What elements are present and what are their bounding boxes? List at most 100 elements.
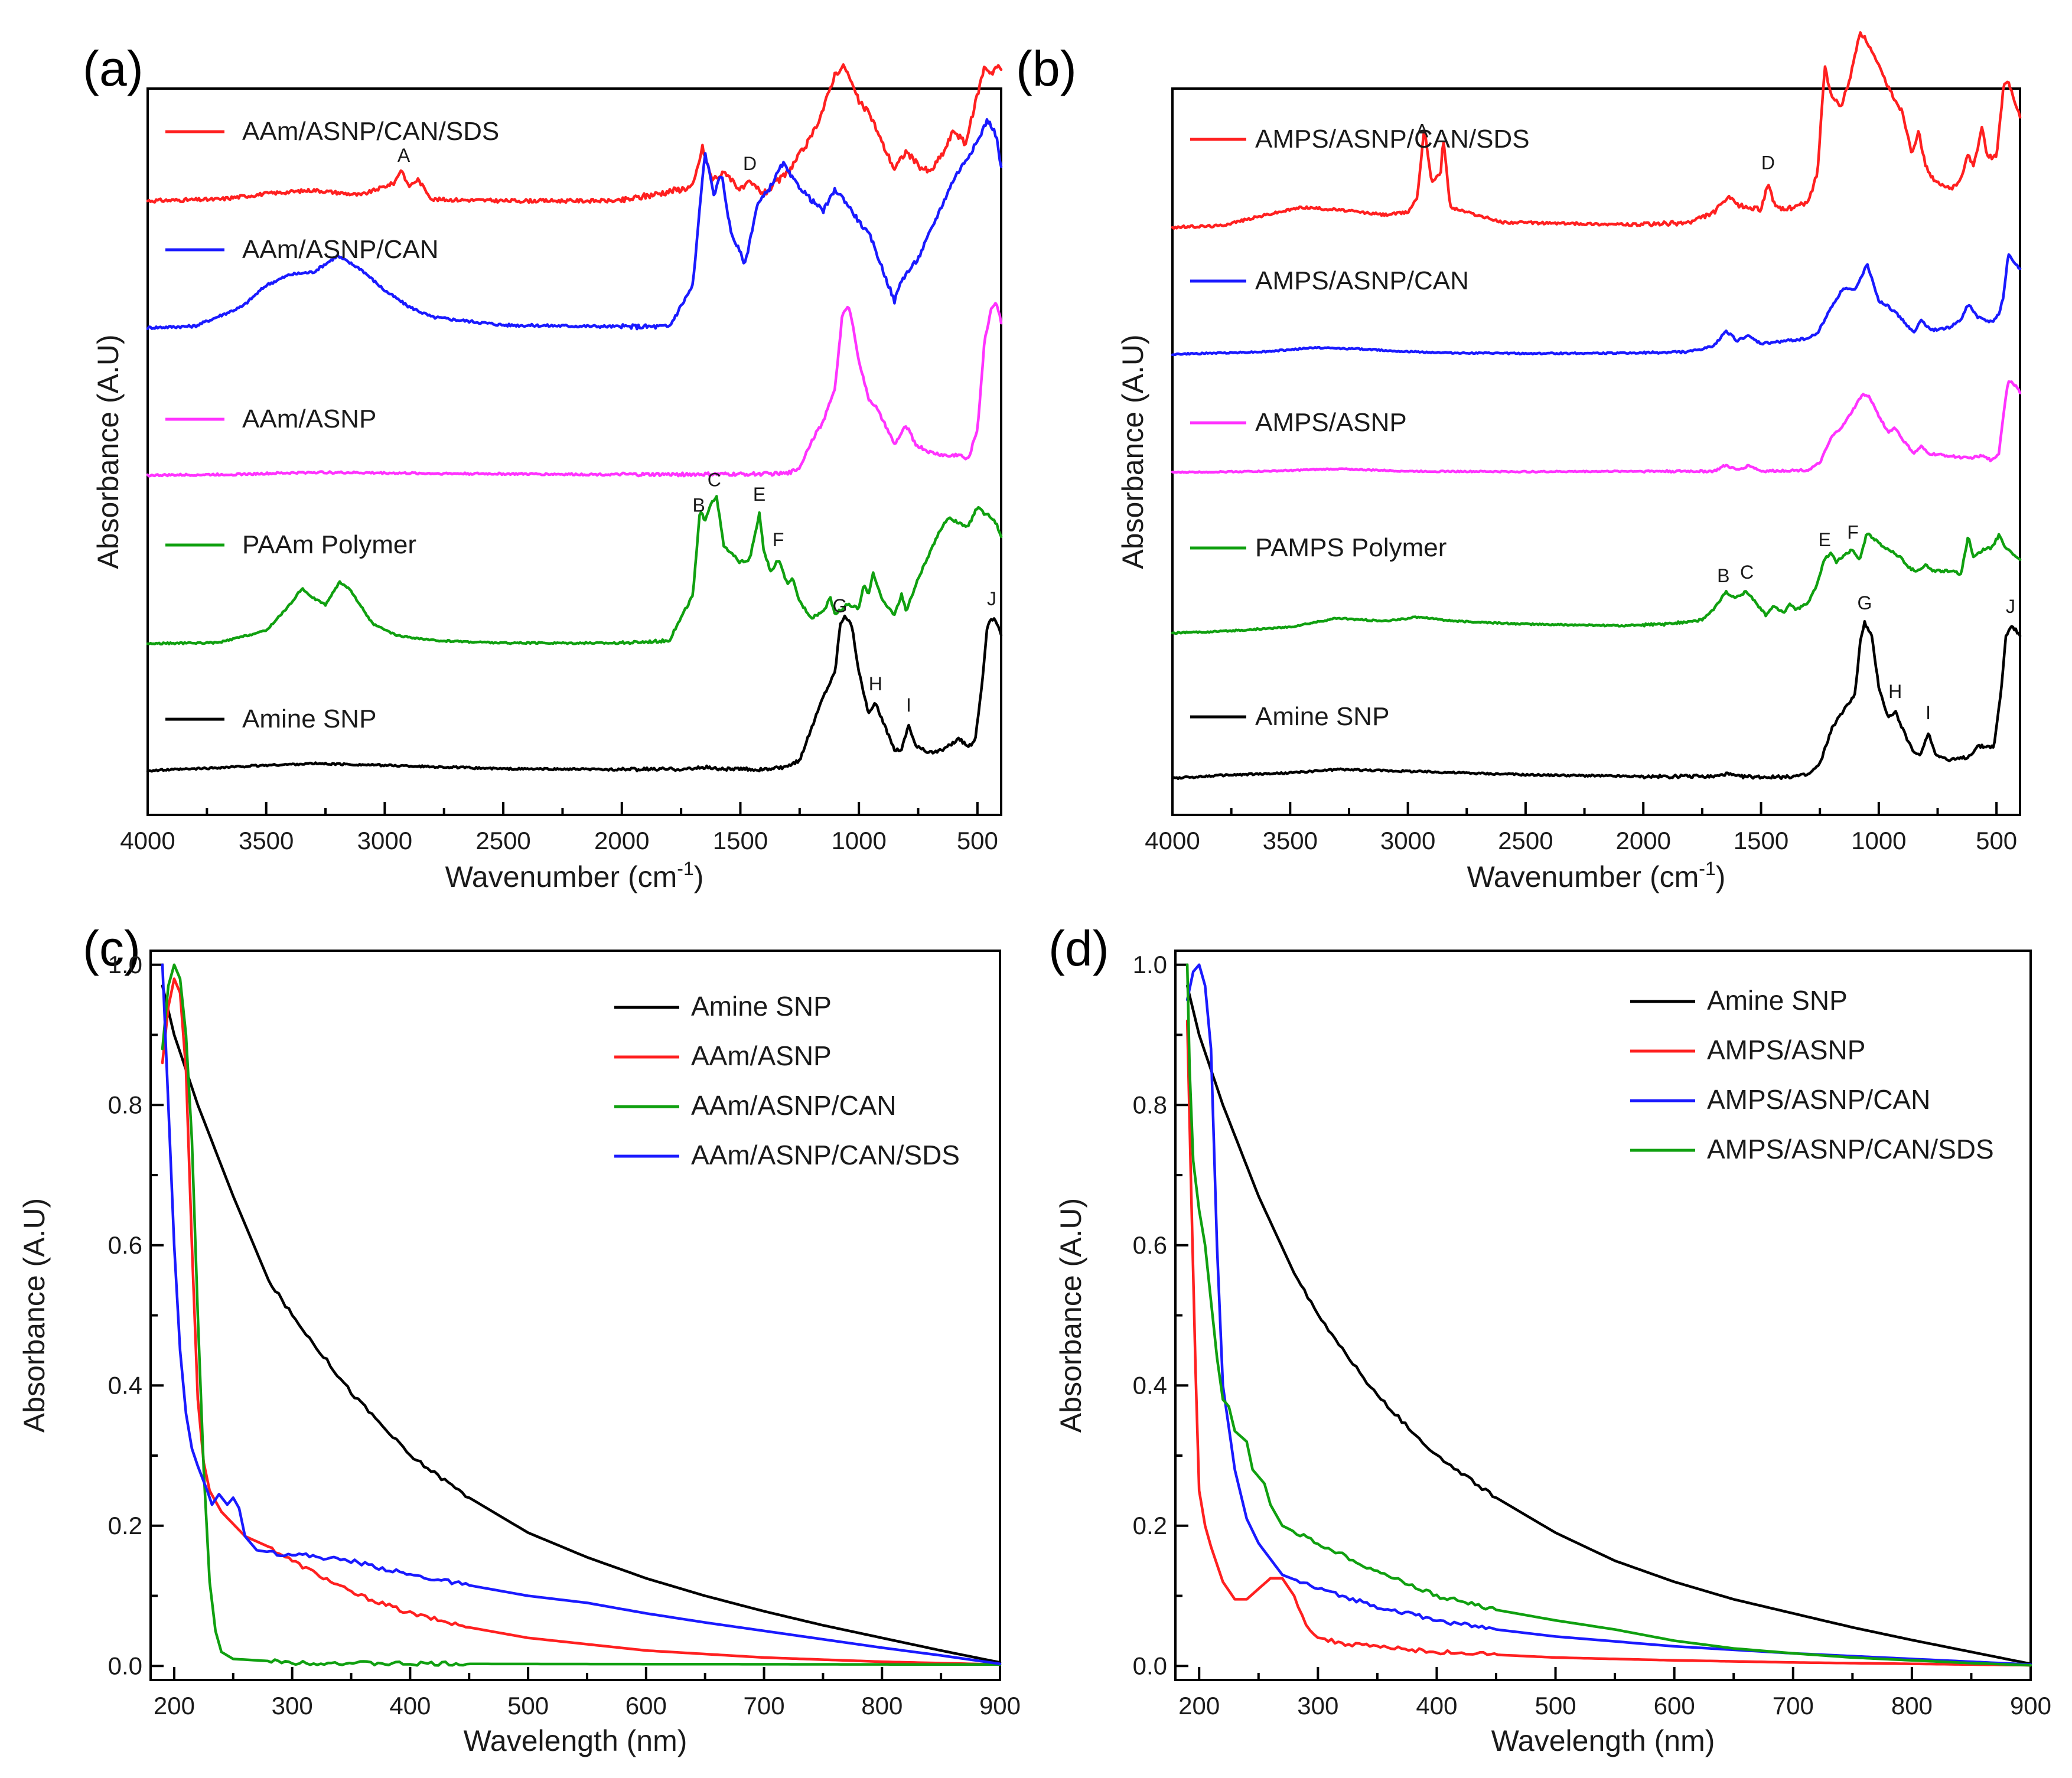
x-tick-label: 1000 (1851, 827, 1906, 854)
x-tick-label: 1500 (713, 827, 768, 854)
x-tick-label: 3500 (1263, 827, 1318, 854)
series-label: AAm/ASNP/CAN/SDS (242, 117, 499, 146)
panel-label: (a) (83, 41, 144, 96)
peak-label: C (1740, 562, 1754, 583)
x-tick-label: 500 (957, 827, 998, 854)
x-axis-title-sup: -1 (677, 858, 693, 879)
legend-entry: Amine SNP (1707, 985, 1848, 1016)
x-tick-label: 500 (507, 1692, 549, 1720)
plot-frame (149, 950, 1001, 1681)
peak-label: D (743, 153, 757, 174)
series-line (146, 302, 1003, 478)
series-line (1185, 963, 2032, 1666)
x-tick-label: 300 (272, 1692, 313, 1720)
x-tick-label: 600 (625, 1692, 667, 1720)
y-tick-label: 1.0 (1133, 951, 1167, 978)
series-line (161, 977, 1002, 1666)
peak-label: A (398, 145, 411, 166)
x-tick-label: 2000 (1616, 827, 1671, 854)
y-tick-label: 0.8 (108, 1091, 142, 1118)
plot-frame (1171, 87, 2021, 816)
y-axis-title: Absorbance (A.U) (92, 334, 125, 569)
x-tick-label: 300 (1297, 1692, 1338, 1720)
y-tick-label: 0.4 (1133, 1371, 1167, 1399)
peak-label: B (693, 494, 705, 516)
y-tick-label: 0.2 (108, 1512, 142, 1539)
y-tick-label: 0.8 (1133, 1091, 1167, 1118)
x-tick-label: 900 (2010, 1692, 2051, 1720)
x-axis-title: Wavelength (nm) (1491, 1724, 1715, 1757)
x-tick-label: 2000 (594, 827, 649, 854)
series-line (146, 63, 1003, 204)
peak-label: I (906, 694, 911, 716)
y-tick-label: 0.2 (1133, 1512, 1167, 1539)
panel-label: (d) (1048, 921, 1109, 976)
x-tick-label: 200 (1178, 1692, 1220, 1720)
y-axis-title: Absorbance (A.U) (1116, 334, 1149, 569)
peak-label: G (1857, 592, 1872, 614)
x-axis-title-end: ) (694, 860, 704, 893)
series-label: AAm/ASNP/CAN (242, 235, 439, 264)
legend-entry: Amine SNP (691, 991, 832, 1022)
legend-entry: AAm/ASNP/CAN/SDS (691, 1140, 960, 1170)
y-tick-label: 0.0 (108, 1652, 142, 1679)
series-line (1171, 380, 2022, 474)
series-line (1171, 619, 2022, 781)
series-label: PAAm Polymer (242, 530, 416, 559)
peak-label: H (869, 673, 882, 694)
series-line (1185, 1019, 2032, 1667)
panel-b: (b) 4000 3500 3000 2500 2000 1500 1000 500 Wavenu… (1016, 31, 2022, 893)
x-tick-label: 2500 (1498, 827, 1553, 854)
peak-label: J (987, 588, 996, 609)
x-tick-label: 900 (979, 1692, 1021, 1720)
peak-label: B (1717, 565, 1729, 586)
series-label: AMPS/ASNP/CAN/SDS (1255, 125, 1530, 154)
peak-label: A (1416, 120, 1429, 142)
legend-entry: AMPS/ASNP (1707, 1035, 1865, 1065)
x-axis-title: Wavelength (nm) (464, 1724, 688, 1757)
x-tick-label: 700 (744, 1692, 785, 1720)
x-tick-label: 4000 (120, 827, 175, 854)
peak-label: G (833, 595, 848, 616)
x-tick-label: 400 (389, 1692, 431, 1720)
x-axis-title-sup: -1 (1699, 858, 1715, 879)
legend-entry: AMPS/ASNP/CAN (1707, 1084, 1930, 1115)
x-tick-label: 4000 (1145, 827, 1200, 854)
x-axis-title: Wavenumber (cm-1) (445, 858, 704, 893)
x-tick-label: 200 (154, 1692, 195, 1720)
panel-label: (c) (83, 921, 141, 976)
peak-label: H (1888, 681, 1902, 702)
peak-label: F (773, 529, 784, 550)
x-tick-label: 500 (1535, 1692, 1576, 1720)
panel-c: (c) 200 300 400 500 600 700 800 900 0.0 0.2 0.4 0.6 0… (18, 921, 1021, 1757)
y-tick-label: 0.6 (1133, 1231, 1167, 1259)
series-label: Amine SNP (1255, 702, 1389, 731)
x-tick-label: 3000 (357, 827, 412, 854)
series-label: Amine SNP (242, 704, 376, 733)
legend-entry: AAm/ASNP/CAN (691, 1090, 897, 1121)
peak-label: E (1818, 529, 1830, 550)
x-tick-label: 1500 (1734, 827, 1788, 854)
series-label: AMPS/ASNP (1255, 408, 1407, 437)
x-tick-label: 2500 (475, 827, 530, 854)
series-label: AAm/ASNP (242, 404, 376, 433)
x-tick-label: 500 (1976, 827, 2017, 854)
y-axis-title: Absorbance (A.U) (18, 1198, 51, 1433)
plot-frame (146, 87, 1002, 816)
legend-entry: AMPS/ASNP/CAN/SDS (1707, 1134, 1994, 1164)
peak-label: I (1926, 702, 1931, 723)
peak-label: D (1761, 152, 1775, 174)
series-line (146, 614, 1003, 773)
series-line (161, 963, 1002, 1667)
x-tick-label: 400 (1416, 1692, 1457, 1720)
peak-label: E (753, 484, 765, 505)
y-tick-label: 0.4 (108, 1371, 142, 1399)
panel-d: (d) 200 300 400 500 600 700 800 900 0.0 0.2 0.4 0.6 0… (1048, 921, 2051, 1757)
x-axis-title-end: ) (1716, 860, 1726, 893)
series-line (146, 495, 1003, 646)
series-line (161, 984, 1002, 1664)
series-line (1185, 963, 2032, 1667)
panel-label: (b) (1016, 41, 1077, 96)
peak-label: J (2006, 596, 2015, 617)
x-axis-title: Wavenumber (cm-1) (1467, 858, 1726, 893)
